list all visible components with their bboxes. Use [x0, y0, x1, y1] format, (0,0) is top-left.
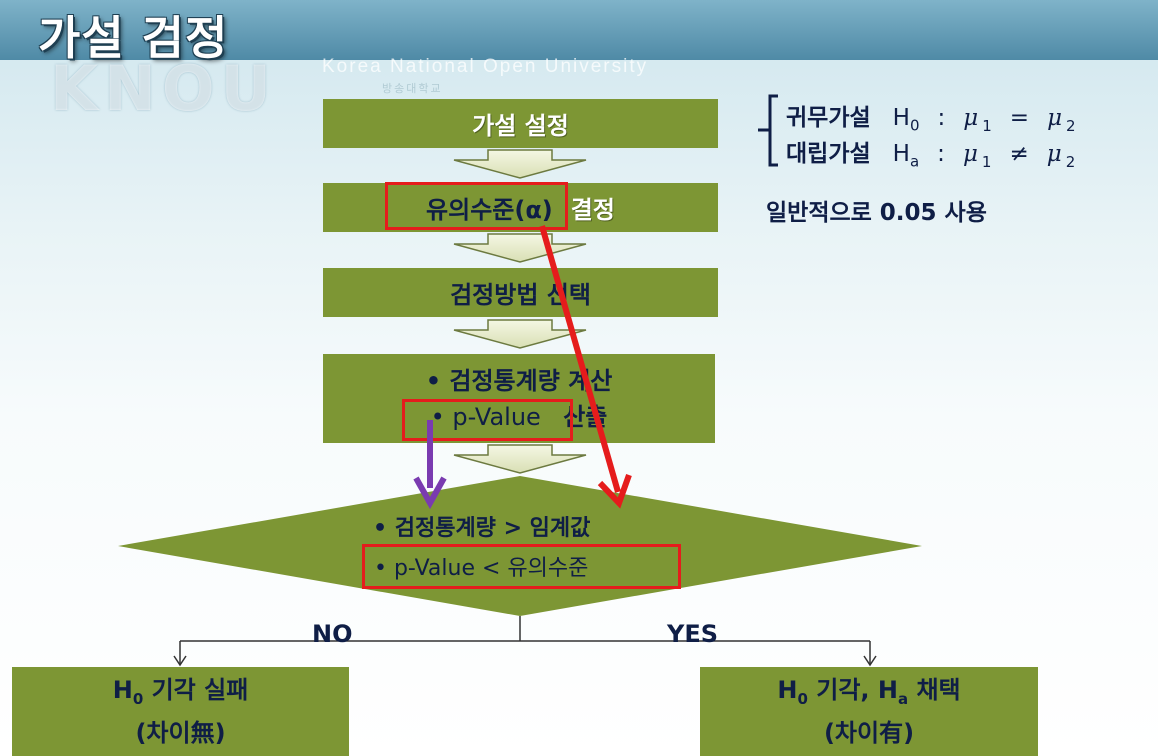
- null-mu1: μ: [963, 105, 979, 131]
- null-mu2-sub: 2: [1066, 116, 1076, 135]
- decision-p-value-highlight: [362, 544, 681, 589]
- fail-reject-line-1: H0 기각 실패: [113, 673, 249, 716]
- reject-accept-line-1: H0 기각, Ha 채택: [777, 673, 960, 716]
- null-mu1-sub: 1: [982, 116, 992, 135]
- significance-note: 일반적으로 0.05 사용: [766, 200, 987, 226]
- alt-mu1-sub: 1: [981, 152, 992, 171]
- alt-mu1: μ: [962, 141, 978, 167]
- accept-text: 채택: [908, 676, 961, 705]
- title-bar: [0, 0, 1158, 60]
- alt-op: ≠: [1009, 141, 1029, 167]
- significance-level-text: 유의수준(α): [426, 196, 553, 224]
- down-arrow-3: [453, 319, 587, 349]
- fail-reject-line-2: (차이無): [135, 718, 226, 747]
- alt-hypothesis-label: 대립가설: [786, 141, 871, 167]
- result-reject-accept: H0 기각, Ha 채택 (차이有): [700, 667, 1038, 756]
- purple-arrow: [413, 420, 447, 510]
- page-title: 가설 검정: [38, 11, 229, 65]
- accept-ha-sub: a: [897, 689, 909, 708]
- down-arrow-4: [453, 444, 587, 474]
- reject-accept-mid: 기각, H: [807, 676, 898, 705]
- step-hypothesis-label: 가설 설정: [472, 112, 569, 140]
- null-hypothesis-label: 귀무가설: [786, 105, 871, 131]
- decision-line-2: • p-Value < 유의수준: [374, 556, 589, 581]
- hypothesis-brace: [758, 94, 778, 167]
- null-op: =: [1009, 105, 1030, 131]
- alt-h-sub: a: [909, 152, 920, 171]
- step-test-statistic: • 검정통계량 계산 • p-Value 산출: [323, 354, 715, 443]
- null-mu2: μ: [1047, 105, 1063, 131]
- watermark-subtitle: Korea National Open University: [322, 56, 649, 77]
- significance-decide-text: 결정: [570, 196, 615, 224]
- p-value-line: • p-Value: [430, 402, 541, 431]
- red-arrow: [539, 225, 632, 509]
- reject-accept-line-2: (차이有): [823, 718, 915, 747]
- significance-level-highlight: [385, 182, 568, 230]
- alt-mu2-sub: 2: [1065, 152, 1076, 171]
- down-arrow-2: [453, 233, 587, 263]
- fail-reject-h: H: [112, 676, 133, 705]
- decision-line-1: • 검정통계량 > 임계값: [373, 516, 591, 541]
- step-hypothesis-setting: 가설 설정: [323, 99, 718, 148]
- step-significance-level: 유의수준(α) 결정: [323, 183, 718, 232]
- fail-reject-h-sub: 0: [132, 689, 144, 708]
- branch-no-label: NO: [312, 620, 353, 648]
- watermark-small: 방송대학교: [382, 83, 443, 95]
- null-h-sub: 0: [909, 116, 920, 135]
- watermark-logo: KNOU: [50, 52, 277, 125]
- null-h: H: [892, 105, 910, 131]
- null-colon: :: [937, 105, 946, 131]
- down-arrow-1: [453, 149, 587, 179]
- alt-colon: :: [937, 141, 945, 167]
- alt-mu2: μ: [1046, 141, 1062, 167]
- reject-h0-sub: 0: [797, 689, 808, 708]
- reject-h0: H: [777, 676, 798, 705]
- p-value-highlight: [402, 399, 573, 441]
- alt-h: H: [892, 141, 910, 167]
- result-fail-to-reject: H0 기각 실패 (차이無): [12, 667, 349, 756]
- branch-lines: [173, 616, 877, 667]
- fail-reject-text: 기각 실패: [143, 676, 249, 705]
- branch-yes-label: YES: [667, 620, 719, 648]
